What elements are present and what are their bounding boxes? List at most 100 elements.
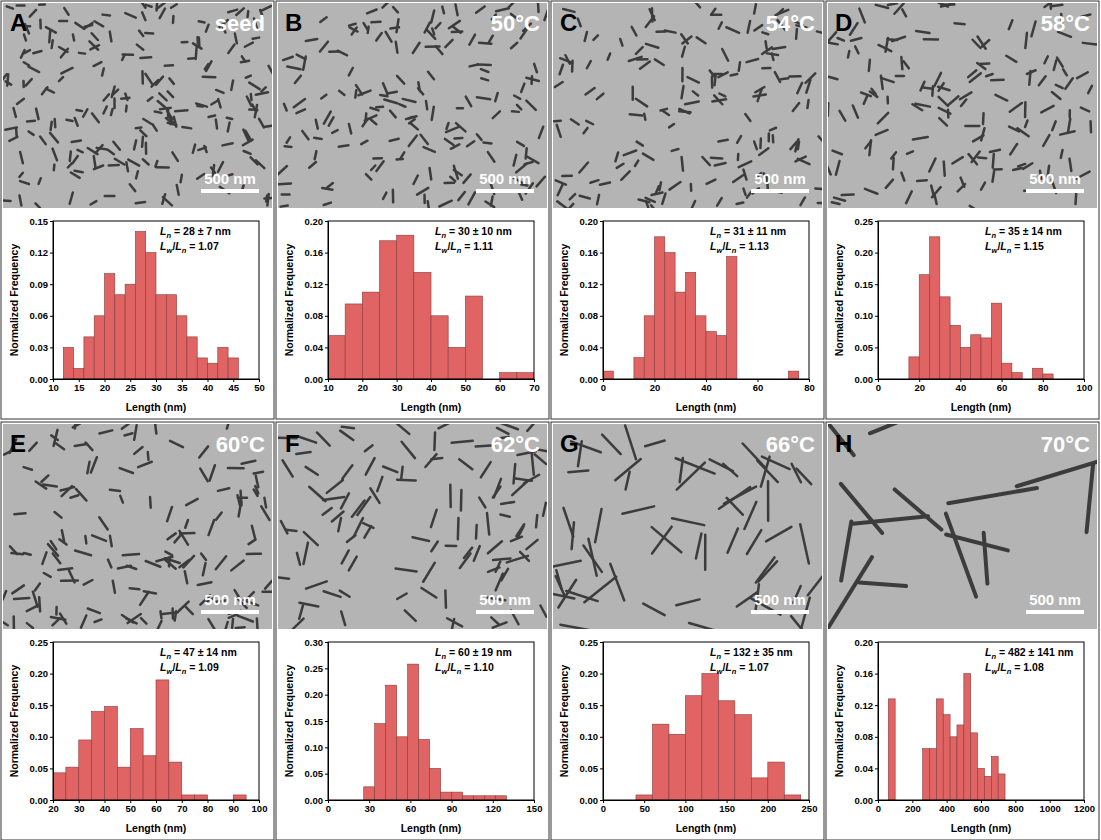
particle [242, 461, 256, 464]
particle [681, 34, 688, 43]
particle [454, 137, 462, 140]
particle [622, 506, 654, 513]
particle [496, 574, 503, 591]
particle [714, 95, 722, 104]
particle [113, 98, 116, 108]
particle [1023, 163, 1032, 169]
particle [688, 77, 699, 82]
particle [970, 206, 976, 208]
particle [1060, 131, 1074, 134]
particle [476, 6, 485, 12]
bar [991, 757, 998, 800]
particle [428, 201, 429, 208]
x-tick-label: 50 [639, 803, 650, 814]
particle [1018, 164, 1025, 166]
bars [63, 232, 238, 379]
particle [1025, 120, 1027, 127]
particle [516, 524, 524, 536]
particle [6, 74, 9, 85]
particle [986, 74, 992, 76]
particle [488, 152, 495, 162]
y-tick: 0.25 [855, 216, 879, 227]
particle [236, 626, 245, 629]
y-tick: 0.05 [580, 763, 604, 774]
particle [71, 172, 80, 177]
particle [75, 551, 91, 556]
panel: E60°C500 nm20304050607080901000.000.050.… [1, 420, 277, 840]
particle [543, 503, 546, 516]
particle [111, 109, 113, 115]
particle [281, 521, 288, 533]
particle [367, 9, 377, 13]
particle [36, 109, 38, 119]
particle [494, 479, 501, 498]
x-tick: 0 [326, 800, 331, 814]
annotation: Ln = 482 ± 141 nm [985, 646, 1073, 661]
particle [74, 424, 77, 429]
particle [155, 161, 157, 167]
particle [216, 90, 223, 93]
particle [861, 92, 871, 96]
bar [655, 237, 665, 379]
particle [663, 111, 669, 115]
particle [340, 431, 353, 440]
particle [943, 162, 946, 176]
y-axis-title: Normalized Frequency [558, 244, 570, 357]
y-tick-mark [600, 674, 603, 675]
x-tick-label: 15 [74, 382, 85, 393]
y-tick-mark [875, 347, 878, 348]
particle [396, 42, 398, 53]
particle [198, 38, 201, 47]
scale-bar [751, 189, 809, 193]
particle [19, 173, 22, 177]
plot-frame [53, 221, 259, 379]
particle [125, 106, 128, 112]
y-tick-label: 0.00 [580, 374, 599, 385]
particle [869, 60, 870, 71]
x-tick-label: 80 [804, 382, 815, 393]
micrograph-texture [278, 424, 547, 629]
particle [340, 591, 350, 597]
y-tick: 0.16 [580, 247, 604, 258]
particle [27, 120, 35, 123]
y-tick-label: 0.00 [855, 374, 874, 385]
particle [52, 618, 59, 625]
particle [665, 31, 676, 33]
particle [329, 117, 334, 126]
particle [597, 94, 603, 99]
scale-bar-label: 500 nm [754, 591, 806, 608]
bar [94, 316, 104, 379]
particle [682, 86, 684, 98]
particle [478, 63, 491, 66]
particle [283, 57, 293, 60]
particle [92, 113, 99, 122]
y-tick-label: 0.08 [305, 310, 324, 321]
particle [169, 78, 173, 83]
particle [211, 101, 218, 105]
particle [84, 23, 92, 29]
particle [216, 512, 222, 519]
panel-title: 54°C [766, 11, 815, 36]
particle [237, 616, 252, 622]
particle [41, 475, 48, 482]
particle [203, 563, 206, 575]
particle [390, 111, 396, 118]
particle [14, 597, 29, 600]
particle [493, 111, 500, 118]
particle [676, 599, 699, 605]
panel: Aseed500 nm1015202530354045500.000.030.0… [1, 0, 274, 419]
particle [376, 106, 383, 109]
y-axis-line [325, 222, 329, 380]
scale-bar-label: 500 nm [1029, 170, 1081, 187]
particle [625, 425, 636, 459]
x-tick: 150 [527, 800, 543, 814]
particle [406, 117, 413, 119]
y-tick: 0.00 [305, 374, 329, 385]
annotation: Lw/Ln = 1.10 [435, 661, 494, 676]
particle [537, 177, 545, 187]
particle [527, 424, 534, 431]
scale-bar [476, 610, 534, 614]
particle [423, 195, 426, 203]
particle [320, 42, 328, 52]
particle [38, 597, 41, 611]
